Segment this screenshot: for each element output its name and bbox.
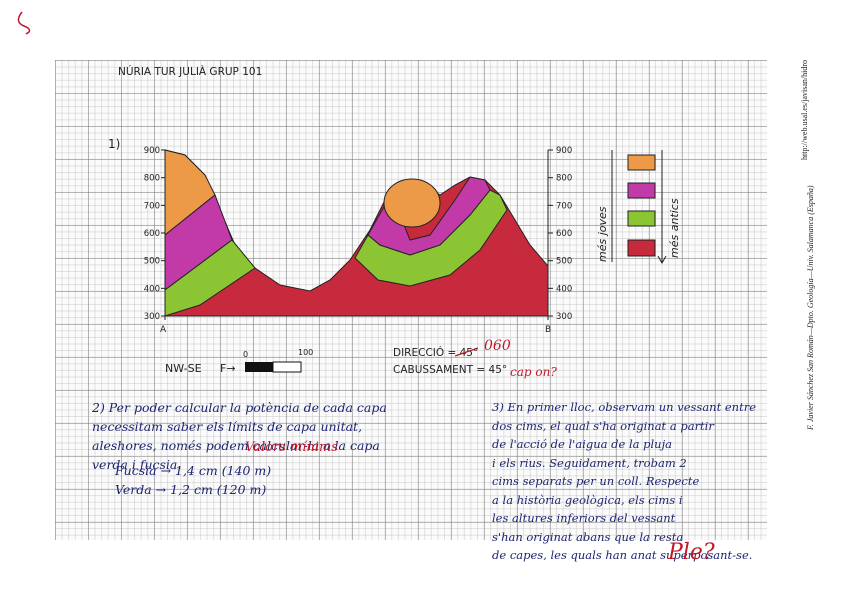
- arrow-head: [657, 255, 667, 265]
- legend-red: [627, 239, 656, 257]
- margin-mark: [17, 11, 31, 35]
- tick-label: 600: [144, 229, 160, 239]
- text-line: 2) Per poder calcular la potència de cad…: [92, 400, 387, 415]
- scale-black: [245, 362, 273, 372]
- tick-label: 300: [556, 312, 572, 322]
- legend-older: més antics: [668, 198, 681, 258]
- tick-label: 400: [144, 284, 160, 294]
- tick-label: 500: [144, 257, 160, 267]
- exercise-number: 1): [108, 137, 120, 151]
- text-line: s'han originat abans que la resta: [492, 529, 684, 544]
- tick-label: 300: [144, 312, 160, 322]
- legend: [611, 150, 667, 265]
- tick-label: 800: [556, 174, 572, 184]
- result-line: Verda → 1,2 cm (120 m): [115, 482, 267, 497]
- tick-label: 700: [556, 201, 572, 211]
- text-line: aleshores, només podem calcular-la a la …: [92, 438, 380, 453]
- text-line: les altures inferiors del vessant: [492, 511, 676, 525]
- scale-start: 0: [243, 350, 248, 359]
- legend-green: [627, 210, 656, 227]
- text-line: dos cims, el qual s'ha originat a partir: [492, 418, 714, 433]
- direction-correction: 060: [484, 338, 511, 354]
- tick-label: 900: [144, 146, 160, 156]
- exercise3-text: 3) En primer lloc, observam un vessant e…: [492, 398, 756, 565]
- strike-through: [454, 347, 479, 357]
- exercise3-correction: Ple?: [668, 540, 715, 565]
- text-line: a la història geològica, els cims i: [492, 492, 683, 507]
- legend-magenta: [627, 182, 656, 199]
- scale-prefix: F→: [220, 362, 236, 375]
- legend-younger: més joves: [596, 206, 609, 262]
- start-label: A: [160, 325, 167, 335]
- sidebar-url: http://web.usal.es/javisan/hidro: [800, 60, 809, 160]
- tick-label: 900: [556, 146, 572, 156]
- orientation: NW-SE: [165, 362, 202, 375]
- text-line: necessitam saber els límits de capa unit…: [92, 419, 363, 434]
- text-line: 3) En primer lloc, observam un vessant e…: [492, 400, 757, 414]
- end-label: B: [545, 325, 551, 335]
- tick-label: 500: [556, 257, 572, 267]
- axis-ticks: 900 800 700 600 500 400 300 900 800 700 600 500 400 3…: [144, 146, 572, 322]
- orange-layer-right: [383, 178, 441, 228]
- legend-orange: [627, 154, 656, 171]
- tick-label: 800: [144, 174, 160, 184]
- dip: CABUSSAMENT = 45°: [393, 364, 507, 376]
- scale-end: 100: [298, 348, 313, 357]
- title: NÚRIA TUR JULIÀ GRUP 101: [118, 65, 262, 78]
- tick-label: 400: [556, 284, 572, 294]
- scale-white: [272, 361, 302, 373]
- sidebar-credit: F. Javier Sánchez San Román—Dpto. Geolog…: [806, 185, 815, 430]
- text-line: de l'acció de l'aigua de la pluja: [492, 437, 673, 451]
- tick-label: 600: [556, 229, 572, 239]
- cross-section: [164, 149, 549, 320]
- exercise2-correction: Valors mínims: [245, 440, 338, 455]
- tick-label: 700: [144, 201, 160, 211]
- text-line: i els rius. Seguidament, trobam 2: [492, 455, 687, 470]
- text-line: verda i fucsia.: [92, 457, 182, 472]
- text-line: cims separats per un coll. Respecte: [492, 474, 700, 488]
- result-line: Fucsia → 1,4 cm (140 m): [115, 463, 272, 478]
- text-line: de capes, les quals han anat superposant…: [492, 548, 753, 562]
- dip-correction: cap on?: [510, 365, 557, 379]
- exercise2-results: Fucsia → 1,4 cm (140 m) Verda → 1,2 cm (…: [115, 461, 271, 499]
- exercise2-text: 2) Per poder calcular la potència de cad…: [92, 398, 387, 474]
